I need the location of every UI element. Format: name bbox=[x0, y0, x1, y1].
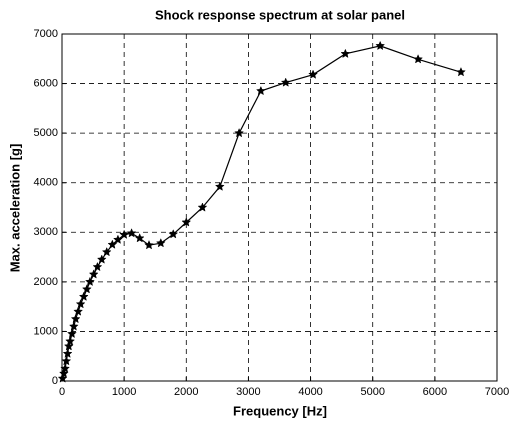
x-tick-label: 1000 bbox=[112, 386, 136, 398]
point-marker bbox=[67, 328, 77, 339]
point-marker bbox=[340, 48, 351, 58]
x-tick-label: 3000 bbox=[236, 386, 260, 398]
point-marker bbox=[62, 348, 73, 358]
y-axis-label: Max. acceleration [g] bbox=[7, 144, 22, 273]
series-line bbox=[62, 45, 462, 379]
point-marker bbox=[134, 233, 145, 243]
point-marker bbox=[126, 228, 137, 238]
x-tick-label: 5000 bbox=[360, 386, 384, 398]
x-tick-label: 7000 bbox=[485, 386, 509, 398]
x-tick-label: 0 bbox=[59, 386, 65, 398]
x-tick-label: 6000 bbox=[423, 386, 447, 398]
point-marker bbox=[280, 77, 291, 87]
point-marker bbox=[375, 40, 386, 51]
point-marker bbox=[255, 85, 266, 96]
y-tick-label: 3000 bbox=[34, 226, 58, 238]
point-marker bbox=[60, 363, 71, 373]
point-marker bbox=[155, 238, 166, 248]
point-marker bbox=[92, 261, 103, 272]
point-marker bbox=[234, 127, 245, 138]
point-marker bbox=[85, 276, 95, 287]
y-tick-label: 1000 bbox=[34, 325, 58, 337]
point-marker bbox=[65, 336, 75, 346]
point-marker bbox=[73, 306, 84, 316]
x-tick-label: 2000 bbox=[174, 386, 198, 398]
point-marker bbox=[75, 299, 86, 309]
point-marker bbox=[81, 284, 92, 294]
y-tick-label: 2000 bbox=[34, 276, 58, 288]
point-marker bbox=[308, 69, 318, 79]
point-marker bbox=[144, 240, 154, 250]
point-marker bbox=[197, 202, 208, 212]
chart-title: Shock response spectrum at solar panel bbox=[155, 7, 405, 22]
point-marker bbox=[119, 229, 130, 239]
point-marker bbox=[168, 229, 179, 239]
point-marker bbox=[113, 234, 123, 244]
x-tick-label: 4000 bbox=[298, 386, 322, 398]
plot-frame bbox=[61, 33, 498, 382]
point-marker bbox=[214, 181, 225, 191]
y-tick-label: 0 bbox=[52, 375, 58, 387]
point-marker bbox=[456, 67, 466, 77]
x-axis-label: Frequency [Hz] bbox=[233, 403, 327, 418]
point-marker bbox=[78, 291, 89, 301]
y-tick-label: 6000 bbox=[34, 77, 58, 89]
y-tick-label: 5000 bbox=[34, 127, 58, 139]
point-marker bbox=[96, 254, 107, 264]
point-marker bbox=[101, 246, 112, 257]
y-tick-label: 4000 bbox=[34, 177, 58, 189]
point-marker bbox=[181, 217, 192, 227]
point-marker bbox=[61, 356, 72, 366]
point-marker bbox=[413, 54, 423, 64]
point-marker bbox=[70, 313, 81, 324]
point-marker bbox=[68, 321, 79, 331]
y-tick-label: 7000 bbox=[34, 28, 58, 40]
point-marker bbox=[88, 269, 99, 279]
